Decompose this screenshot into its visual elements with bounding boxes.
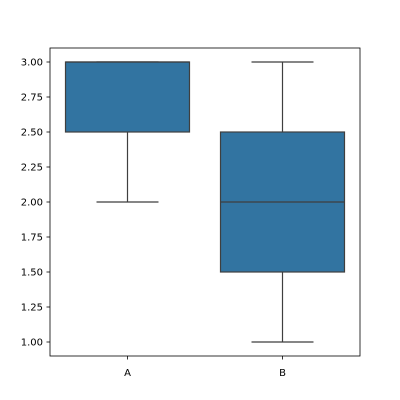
y-axis: 1.00 1.25 1.50 1.75 2.00 2.25 2.50 2.75 3.00 bbox=[21, 58, 50, 349]
plot-frame bbox=[49, 47, 361, 357]
y-tick-label: 2.75 bbox=[21, 93, 43, 104]
y-tick-label: 3.00 bbox=[21, 58, 43, 69]
y-tick-label: 1.25 bbox=[21, 303, 43, 314]
x-tick-label: A bbox=[124, 368, 131, 379]
y-tick-label: 1.50 bbox=[21, 268, 43, 279]
y-tick-label: 2.00 bbox=[21, 198, 43, 209]
y-tick-label: 1.00 bbox=[21, 338, 43, 349]
box-B bbox=[219, 61, 346, 343]
iqr-box bbox=[64, 61, 191, 133]
boxes-group bbox=[64, 61, 346, 343]
y-tick-label: 2.25 bbox=[21, 163, 43, 174]
y-tick-label: 1.75 bbox=[21, 233, 43, 244]
box-A bbox=[64, 61, 191, 203]
x-tick-label: B bbox=[279, 368, 286, 379]
y-tick-label: 2.50 bbox=[21, 128, 43, 139]
